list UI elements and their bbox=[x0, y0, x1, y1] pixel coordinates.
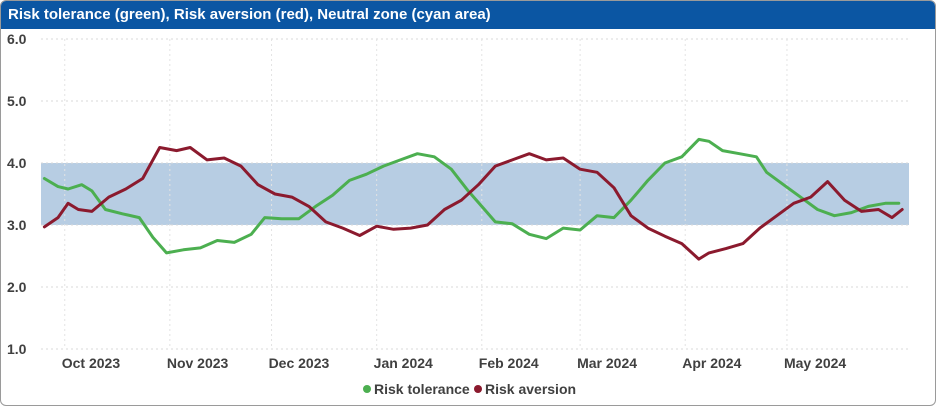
y-tick-label: 4.0 bbox=[7, 155, 27, 171]
x-tick-label: Oct 2023 bbox=[62, 355, 121, 371]
y-tick-label: 1.0 bbox=[7, 341, 27, 357]
legend-marker bbox=[363, 385, 371, 393]
x-tick-label: Feb 2024 bbox=[479, 355, 539, 371]
x-tick-label: Dec 2023 bbox=[269, 355, 330, 371]
x-tick-label: May 2024 bbox=[784, 355, 846, 371]
y-tick-label: 6.0 bbox=[7, 31, 27, 47]
chart-header: Risk tolerance (green), Risk aversion (r… bbox=[1, 1, 935, 29]
legend-label: Risk aversion bbox=[485, 381, 576, 397]
x-tick-label: Apr 2024 bbox=[682, 355, 741, 371]
risk-tolerance-line bbox=[42, 137, 901, 255]
x-tick-label: Jan 2024 bbox=[374, 355, 433, 371]
y-tick-label: 5.0 bbox=[7, 93, 27, 109]
y-tick-label: 3.0 bbox=[7, 217, 27, 233]
neutral-zone-band bbox=[41, 163, 909, 225]
x-tick-label: Mar 2024 bbox=[577, 355, 637, 371]
x-tick-label: Nov 2023 bbox=[167, 355, 229, 371]
legend-label: Risk tolerance bbox=[374, 381, 470, 397]
chart-title: Risk tolerance (green), Risk aversion (r… bbox=[8, 6, 491, 23]
y-tick-label: 2.0 bbox=[7, 279, 27, 295]
risk-aversion-line bbox=[42, 146, 904, 261]
legend-marker bbox=[474, 385, 482, 393]
